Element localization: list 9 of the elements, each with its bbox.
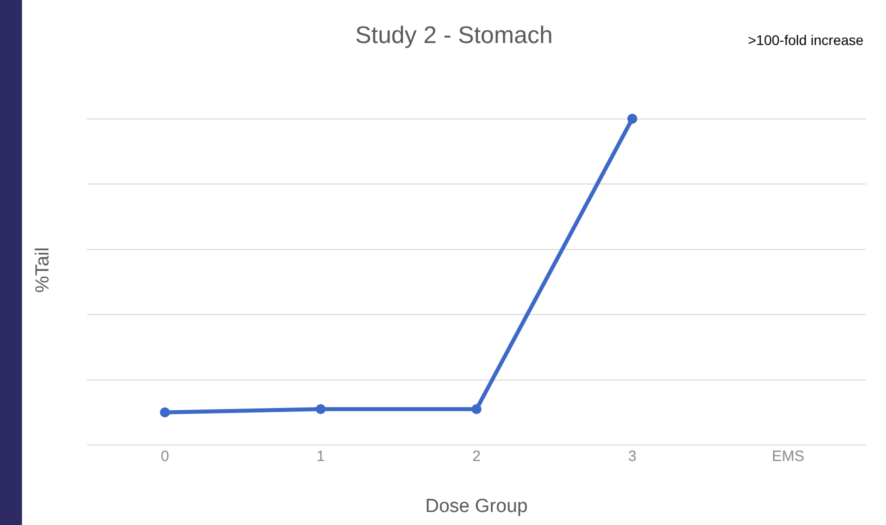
x-tick-label: 3 — [628, 448, 636, 465]
y-axis-title: %Tail — [32, 247, 54, 293]
x-tick-label: 2 — [472, 448, 481, 465]
x-axis-title: Dose Group — [425, 496, 528, 517]
x-tick-label: 1 — [316, 448, 325, 465]
x-tick-label: 0 — [160, 448, 170, 465]
x-tick-label: EMS — [772, 448, 804, 465]
text: >100-fold increase — [748, 32, 864, 48]
chart-title: Study 2 - Stomach — [355, 22, 553, 50]
